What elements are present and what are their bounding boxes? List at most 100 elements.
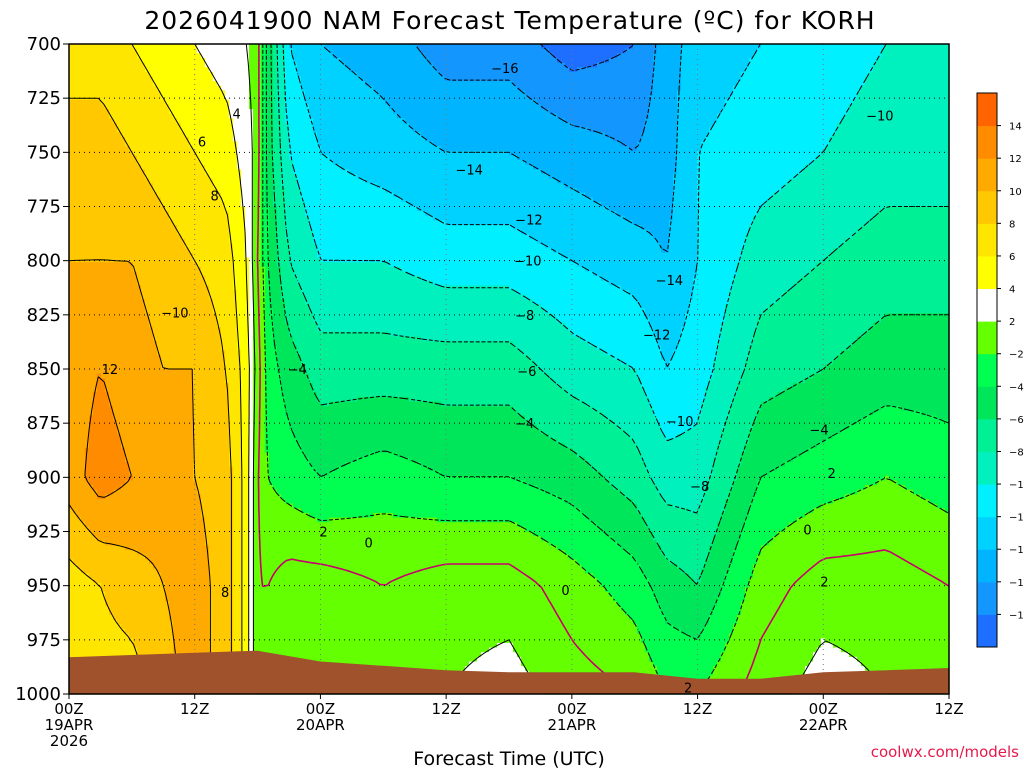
temperature-fill-cell [165,99,230,105]
temperature-fill-cell [845,113,950,119]
temperature-fill-cell [777,299,950,305]
temperature-fill-cell [785,290,950,296]
temperature-fill-cell [273,192,286,198]
temperature-fill-cell [109,113,174,119]
temperature-fill-cell [649,656,722,663]
temperature-fill-cell [229,424,242,430]
temperature-fill-cell [253,489,278,495]
temperature-fill-cell [285,48,294,54]
temperature-fill-cell [277,211,286,217]
temperature-fill-cell [349,169,542,175]
temperature-fill-cell [233,582,242,588]
temperature-fill-cell [733,559,758,565]
temperature-fill-cell [757,322,874,328]
temperature-fill-cell [97,378,106,384]
temperature-fill-cell [93,485,122,491]
temperature-fill-cell [393,512,586,519]
temperature-fill-cell [677,99,726,105]
temperature-fill-cell [245,206,254,212]
temperature-fill-cell [265,99,274,105]
colorbar-swatch [977,353,997,387]
temperature-fill-cell [641,225,670,231]
temperature-fill-cell [253,174,262,180]
temperature-fill-cell [241,364,250,370]
temperature-fill-cell [69,192,158,198]
temperature-fill-cell [265,369,278,375]
temperature-fill-cell [677,136,706,143]
temperature-fill-cell [757,554,950,560]
temperature-fill-cell [241,577,250,584]
temperature-fill-cell [285,308,310,314]
temperature-fill-cell [161,359,226,365]
temperature-fill-cell [225,90,250,96]
temperature-fill-cell [69,48,138,54]
temperature-fill-cell [661,545,710,551]
temperature-fill-cell [277,243,290,249]
temperature-fill-cell [233,132,254,138]
temperature-fill-cell [241,485,250,491]
temperature-fill-cell [717,443,746,449]
x-tick-label: 00Z [557,700,586,718]
temperature-fill-cell [673,187,698,194]
temperature-fill-cell [265,392,282,398]
temperature-fill-cell [281,382,314,389]
temperature-fill-cell [69,624,122,630]
temperature-fill-cell [69,118,114,124]
temperature-fill-cell [865,485,906,491]
temperature-fill-cell [253,466,270,472]
temperature-fill-cell [717,452,742,458]
temperature-fill-cell [541,536,614,542]
temperature-fill-cell [265,434,294,440]
temperature-fill-cell [585,457,642,463]
temperature-fill-cell [813,656,858,663]
temperature-fill-cell [229,410,242,417]
temperature-fill-cell [649,95,678,101]
temperature-fill-cell [877,57,950,64]
temperature-fill-cell [277,62,286,68]
temperature-fill-cell [281,266,294,273]
temperature-fill-cell [697,183,786,189]
temperature-fill-cell [717,522,746,528]
colorbar-label: 6 [1009,252,1015,263]
temperature-fill-cell [265,164,274,170]
temperature-fill-cell [241,610,250,616]
temperature-fill-cell [205,164,238,170]
temperature-fill-cell [285,215,310,222]
temperature-fill-cell [313,313,554,319]
temperature-fill-cell [233,262,250,268]
x-tick-label: 19APR [45,716,94,734]
temperature-fill-cell [69,155,138,161]
temperature-fill-cell [757,410,874,417]
temperature-fill-cell [825,257,950,263]
temperature-fill-cell [745,234,854,240]
temperature-fill-cell [569,392,646,398]
temperature-fill-cell [273,122,282,129]
temperature-fill-cell [601,410,654,417]
temperature-fill-cell [749,429,842,435]
temperature-fill-cell [497,642,514,649]
temperature-fill-cell [253,109,262,115]
temperature-fill-cell [261,164,266,170]
temperature-fill-cell [233,136,254,143]
temperature-fill-cell [537,485,614,491]
temperature-fill-cell [701,401,734,407]
temperature-fill-cell [249,499,254,505]
temperature-fill-cell [233,564,242,570]
temperature-fill-cell [237,164,254,170]
temperature-fill-cell [121,485,198,491]
temperature-fill-cell [645,392,706,398]
temperature-fill-cell [145,67,210,73]
temperature-fill-cell [261,206,270,212]
temperature-fill-cell [265,382,282,389]
temperature-fill-cell [205,169,242,175]
temperature-fill-cell [273,201,286,208]
temperature-fill-cell [721,434,750,440]
temperature-fill-cell [241,540,250,547]
temperature-fill-cell [261,187,266,194]
temperature-fill-cell [741,531,778,537]
temperature-fill-cell [169,104,230,110]
temperature-fill-cell [285,406,514,412]
temperature-fill-cell [753,568,950,574]
temperature-fill-cell [865,666,950,672]
temperature-fill-cell [77,564,154,570]
